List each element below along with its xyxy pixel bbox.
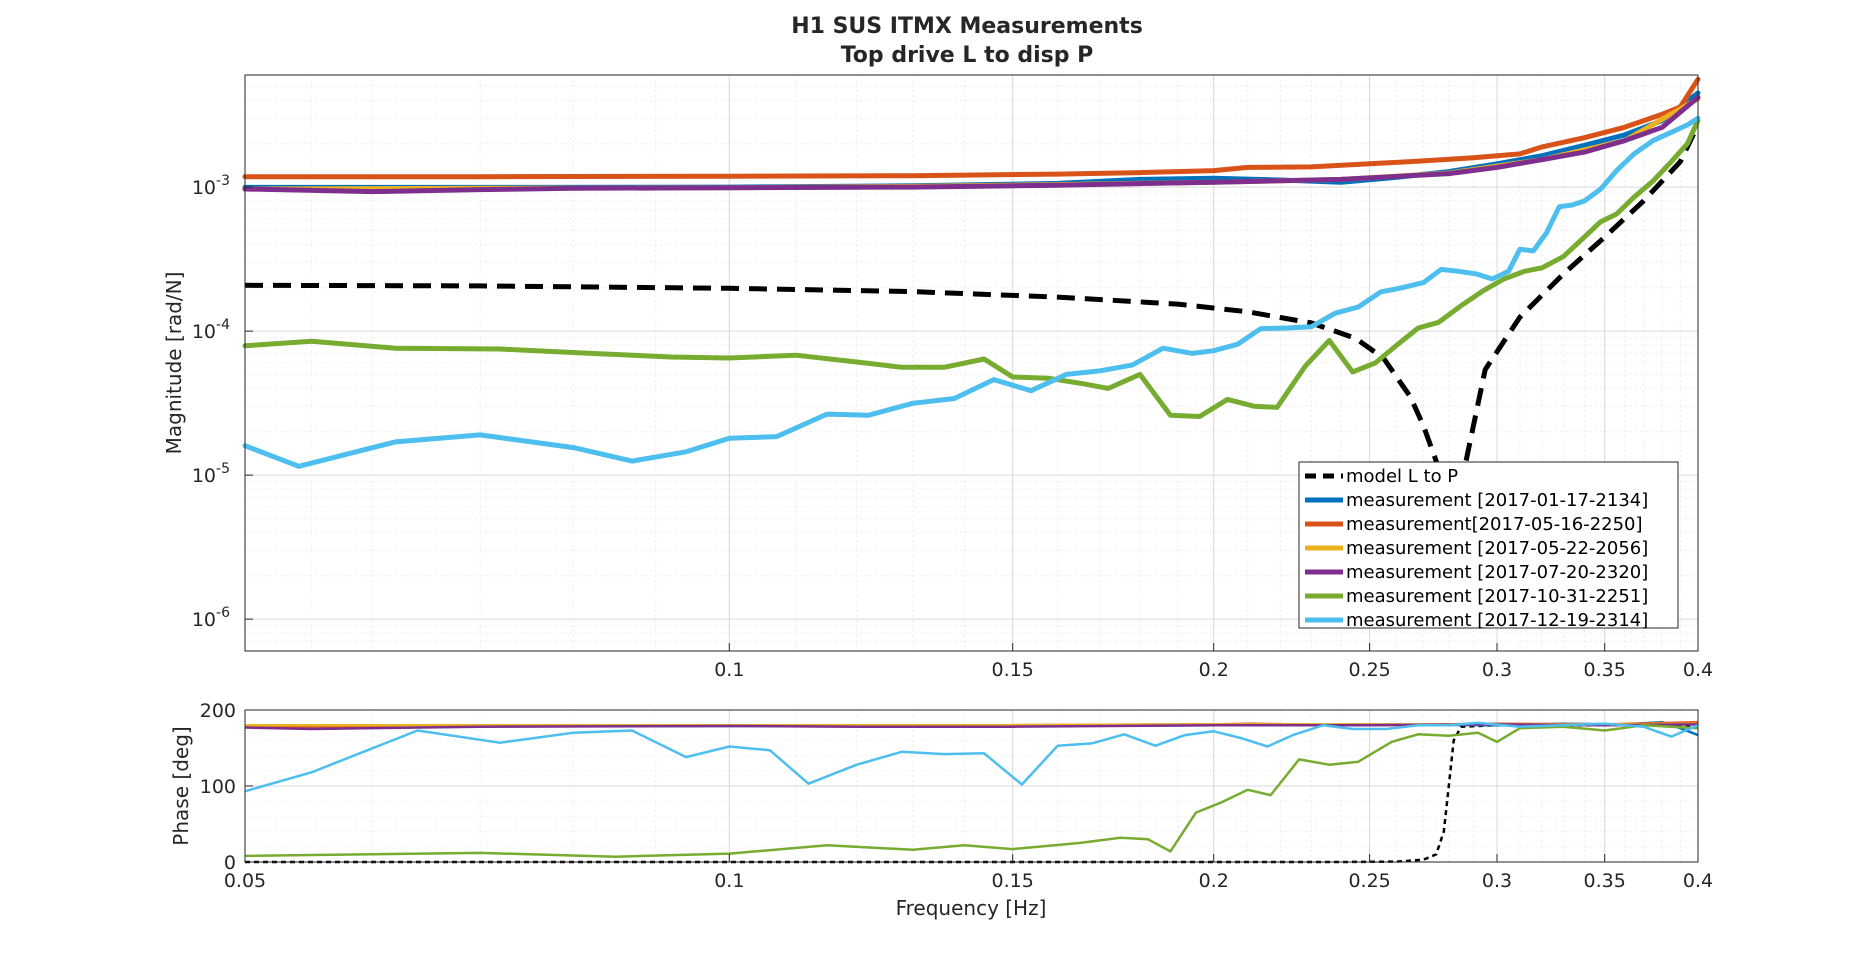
phase-x-tick-label: 0.3 <box>1482 870 1512 892</box>
tick-exponent: -3 <box>216 173 230 189</box>
magnitude-frame <box>244 74 1699 652</box>
tick-base: 10 <box>192 465 216 487</box>
tick-base: 10 <box>192 177 216 199</box>
magnitude-x-tick-label: 0.35 <box>1584 659 1626 681</box>
magnitude-y-tick-label: 10-5 <box>192 461 230 487</box>
phase-x-tick-label: 0.4 <box>1683 870 1713 892</box>
magnitude-y-tick-label: 10-3 <box>192 173 230 199</box>
legend-label: measurement[2017-05-16-2250] <box>1346 514 1643 535</box>
legend-label: measurement [2017-12-19-2314] <box>1346 610 1648 631</box>
tick-base: 10 <box>192 609 216 631</box>
legend-label: measurement [2017-07-20-2320] <box>1346 562 1648 583</box>
magnitude-x-tick-label: 0.2 <box>1199 659 1229 681</box>
phase-x-tick-label: 0.1 <box>714 870 744 892</box>
x-axis-label: Frequency [Hz] <box>896 896 1047 920</box>
magnitude-x-tick-label: 0.15 <box>992 659 1034 681</box>
magnitude-axes: 10-610-510-410-3 0.1 0.15 0.2 0.25 0.3 0.35 0.… <box>162 74 1713 681</box>
magnitude-line-measurement-2017-12-19-2314 <box>242 115 1701 469</box>
phase-y-tick-label: 0 <box>224 852 236 874</box>
magnitude-x-tick-label: 0.1 <box>714 659 744 681</box>
phase-x-tick-label: 0.2 <box>1199 870 1229 892</box>
magnitude-y-ticks: 10-610-510-410-3 <box>192 173 253 631</box>
phase-line-measurement-2017-12-19-2314 <box>244 721 1699 793</box>
phase-y-axis-label: Phase [deg] <box>169 726 193 845</box>
phase-x-ticks: 0.05 0.1 0.15 0.2 0.25 0.3 0.35 0.4 <box>224 854 1713 892</box>
tick-exponent: -5 <box>216 461 230 477</box>
phase-lines <box>244 720 1699 864</box>
legend-label: measurement [2017-01-17-2134] <box>1346 490 1648 511</box>
tick-base: 10 <box>192 321 216 343</box>
legend-label: measurement [2017-05-22-2056] <box>1346 538 1648 559</box>
magnitude-y-axis-label: Magnitude [rad/N] <box>162 272 186 455</box>
phase-line-model-l-to-p <box>245 723 1698 864</box>
phase-x-tick-label: 0.35 <box>1584 870 1626 892</box>
magnitude-x-tick-label: 0.3 <box>1482 659 1512 681</box>
phase-x-tick-label: 0.05 <box>224 870 266 892</box>
magnitude-line-measurement-2017-07-20-2320 <box>242 94 1701 195</box>
magnitude-y-tick-label: 10-6 <box>192 605 230 631</box>
legend-label: measurement [2017-10-31-2251] <box>1346 586 1648 607</box>
phase-x-tick-label: 0.25 <box>1348 870 1390 892</box>
legend-items: model L to P measurement [2017-01-17-2134… <box>1305 466 1648 631</box>
legend-box <box>1298 461 1679 629</box>
tick-exponent: -6 <box>216 605 230 621</box>
magnitude-x-ticks: 0.1 0.15 0.2 0.25 0.3 0.35 0.4 <box>714 643 1713 681</box>
phase-x-tick-label: 0.15 <box>992 870 1034 892</box>
magnitude-x-tick-label: 0.4 <box>1683 659 1713 681</box>
magnitude-line-measurement-2017-10-31-2251 <box>242 118 1701 419</box>
phase-line-measurement-2017-07-20-2320 <box>244 723 1699 731</box>
magnitude-x-tick-label: 0.25 <box>1348 659 1390 681</box>
phase-y-tick-label: 200 <box>200 700 236 722</box>
chart-subtitle: Top drive L to disp P <box>841 43 1094 68</box>
phase-line-measurement-2017-10-31-2251 <box>244 723 1699 858</box>
tick-exponent: -4 <box>216 317 230 333</box>
legend: model L to P measurement [2017-01-17-2134… <box>1298 461 1679 631</box>
phase-axes: 0 100 200 0.05 0.1 0.15 0.2 0.25 0.3 0.35 0.4 Pha… <box>169 700 1713 920</box>
legend-label: model L to P <box>1346 466 1458 487</box>
magnitude-line-measurement-2017-05-16-2250 <box>242 76 1701 180</box>
magnitude-y-tick-label: 10-4 <box>192 317 230 343</box>
phase-y-ticks: 0 100 200 <box>200 700 253 874</box>
phase-y-tick-label: 100 <box>200 776 236 798</box>
chart-title: H1 SUS ITMX Measurements <box>791 14 1143 39</box>
magnitude-lines <box>242 76 1701 510</box>
magnitude-line-model-l-to-p <box>244 123 1701 510</box>
